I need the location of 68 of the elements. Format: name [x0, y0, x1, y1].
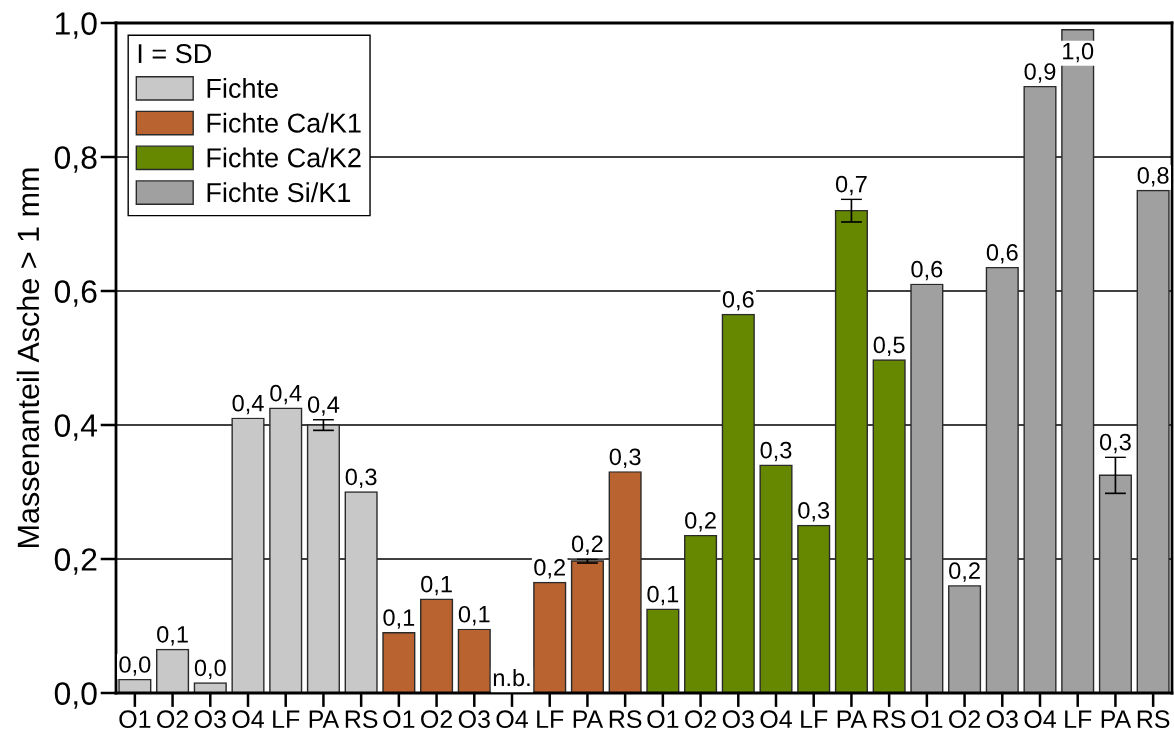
- x-tick-label: O3: [986, 710, 1018, 729]
- x-tick-label: O1: [911, 710, 943, 729]
- data-label: 0,2: [534, 558, 565, 579]
- x-tick-label: O1: [119, 710, 151, 729]
- x-tick-label: RS: [609, 710, 642, 729]
- x-tick-label: O2: [949, 710, 980, 729]
- data-label: 0,2: [685, 512, 716, 532]
- legend-label: Fichte: [207, 78, 278, 98]
- legend-label: Fichte Si/K1: [207, 182, 351, 203]
- data-label: 0,6: [722, 290, 754, 311]
- data-label: 0,2: [571, 535, 603, 556]
- x-tick-label: O3: [194, 710, 226, 729]
- data-label: 0,9: [1024, 63, 1056, 83]
- data-label: 1,0: [1063, 42, 1094, 63]
- data-label: 0,7: [835, 175, 867, 196]
- x-tick-label: O4: [496, 710, 528, 729]
- x-tick-label: O2: [157, 710, 188, 729]
- x-tick-label: O2: [685, 710, 716, 729]
- x-tick-label: PA: [837, 710, 868, 728]
- data-label: 0,3: [609, 448, 641, 468]
- x-tick-label: RS: [345, 710, 378, 729]
- data-label: 0,3: [345, 468, 377, 489]
- x-tick-label: O3: [458, 710, 490, 729]
- data-label: 0,2: [949, 562, 980, 582]
- data-label: 0,0: [119, 656, 151, 676]
- data-label: 0,3: [760, 441, 792, 462]
- x-tick-label: O4: [232, 710, 264, 729]
- x-tick-label: O3: [722, 710, 754, 729]
- x-tick-label: RS: [873, 710, 906, 729]
- y-tick-label: 1,0: [55, 12, 97, 39]
- legend-title: I = SD: [138, 44, 212, 64]
- y-tick-label: 0,0: [54, 682, 97, 709]
- x-tick-label: PA: [309, 710, 340, 728]
- x-tick-label: O1: [383, 710, 415, 729]
- data-label: 0,1: [157, 625, 188, 646]
- y-tick-label: 0,8: [54, 146, 97, 173]
- x-tick-label: PA: [573, 710, 604, 728]
- x-tick-label: LF: [1065, 710, 1092, 728]
- data-label: 0,3: [1099, 433, 1131, 454]
- data-label: 0,4: [307, 396, 340, 416]
- data-label: 0,4: [270, 384, 302, 405]
- y-tick-label: 0,2: [54, 548, 97, 575]
- data-label: 0,1: [458, 605, 490, 626]
- x-tick-label: LF: [801, 710, 828, 728]
- y-axis-title: Massenanteil Asche > 1 mm: [16, 168, 40, 547]
- data-label: 0,6: [986, 244, 1018, 264]
- x-tick-label: O4: [1024, 710, 1056, 729]
- x-tick-label: O1: [647, 710, 679, 729]
- x-tick-label: LF: [537, 710, 564, 728]
- x-tick-label: O4: [760, 710, 792, 729]
- data-label: 0,6: [911, 260, 943, 281]
- data-label: 0,3: [798, 502, 830, 522]
- y-tick-label: 0,6: [54, 280, 97, 307]
- data-label: 0,0: [194, 659, 226, 679]
- text: n.b.: [493, 668, 530, 687]
- data-label: 0,1: [421, 575, 452, 596]
- x-tick-label: LF: [273, 710, 300, 728]
- legend-label: Fichte Ca/K2: [207, 147, 361, 168]
- x-tick-label: O2: [421, 710, 452, 729]
- x-tick-label: PA: [1101, 710, 1132, 728]
- data-label: 0,1: [383, 609, 415, 629]
- data-label: 0,4: [232, 394, 264, 415]
- y-tick-label: 0,4: [54, 414, 98, 441]
- data-label: 0,5: [873, 336, 905, 357]
- x-tick-label: RS: [1137, 710, 1170, 729]
- data-label: 0,8: [1137, 167, 1169, 187]
- legend-label: Fichte Ca/K1: [207, 112, 361, 133]
- data-label: 0,1: [647, 585, 679, 606]
